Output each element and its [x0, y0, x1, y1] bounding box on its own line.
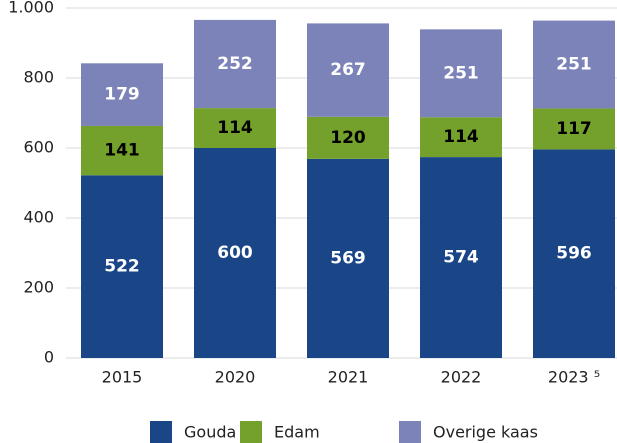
data-label: 179: [104, 85, 140, 105]
data-label: 114: [217, 118, 253, 138]
data-label: 114: [443, 127, 479, 147]
x-tick-label: 2021: [328, 368, 369, 387]
data-label: 600: [217, 243, 253, 263]
x-tick-label: 2023 ⁵: [548, 368, 600, 387]
data-label: 267: [330, 60, 366, 80]
bar-segment: [81, 175, 163, 358]
bar-segment: [81, 63, 163, 126]
data-label: 522: [104, 257, 140, 277]
bar-segment: [533, 20, 615, 109]
y-tick-label: 200: [23, 278, 54, 297]
bar-segment: [533, 149, 615, 358]
legend-swatch: [399, 421, 421, 443]
bar-segment: [533, 108, 615, 150]
legend-label: Gouda: [184, 423, 236, 442]
x-tick-label: 2022: [441, 368, 482, 387]
data-label: 251: [443, 63, 479, 83]
data-label: 574: [443, 248, 479, 268]
bar-segment: [307, 23, 389, 117]
y-tick-label: 800: [23, 68, 54, 87]
bar-segment: [194, 108, 276, 148]
legend-label: Overige kaas: [433, 423, 538, 442]
data-label: 120: [330, 128, 366, 148]
data-label: 252: [217, 54, 253, 74]
y-tick-label: 0: [44, 348, 54, 367]
x-tick-label: 2020: [215, 368, 256, 387]
bar-segment: [307, 158, 389, 358]
x-tick-label: 2015: [102, 368, 143, 387]
bar-segment: [420, 117, 502, 158]
bar-segment: [420, 29, 502, 118]
bar-segment: [81, 125, 163, 176]
bar-segment: [307, 116, 389, 159]
bar-segment: [194, 148, 276, 358]
y-tick-label: 600: [23, 138, 54, 157]
data-label: 251: [556, 55, 592, 75]
bar-segment: [194, 19, 276, 109]
data-label: 569: [330, 248, 366, 268]
legend-label: Edam: [274, 423, 320, 442]
legend-swatch: [240, 421, 262, 443]
data-label: 117: [556, 119, 592, 139]
y-tick-label: 1.000: [8, 0, 54, 17]
data-label: 596: [556, 244, 592, 264]
data-label: 141: [104, 141, 140, 161]
bar-segment: [420, 157, 502, 358]
y-tick-label: 400: [23, 208, 54, 227]
legend-swatch: [150, 421, 172, 443]
